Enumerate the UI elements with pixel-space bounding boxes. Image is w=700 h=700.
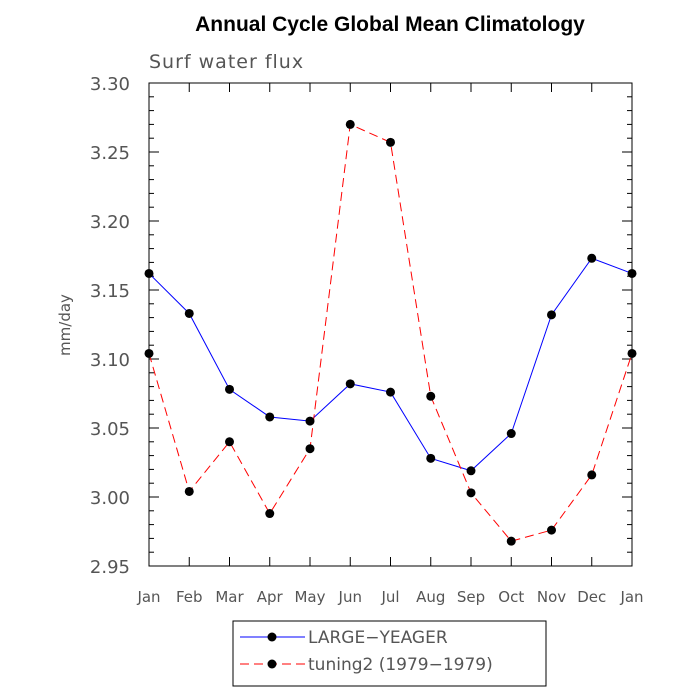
- series-line-2: [148, 123, 633, 542]
- series-2-point: [265, 509, 275, 519]
- plot-area: [148, 82, 633, 567]
- series-2-point: [184, 486, 194, 496]
- y-tick-label: 3.00: [90, 488, 130, 509]
- x-tick-label: May: [294, 588, 325, 606]
- y-tick-label: 3.15: [90, 281, 130, 302]
- x-tick-label: Jan: [619, 588, 643, 606]
- series-2-point: [627, 348, 637, 358]
- series-1-point: [426, 453, 436, 463]
- y-tick-label: 3.25: [90, 143, 130, 164]
- series-2-point: [547, 525, 556, 535]
- x-tick-label: Dec: [577, 588, 606, 606]
- y-tick-label: 2.95: [90, 557, 130, 578]
- legend: LARGE−YEAGER tuning2 (1979−1979): [232, 620, 547, 687]
- x-tick-label: Sep: [457, 588, 485, 606]
- series-2-point: [225, 437, 234, 447]
- legend-label-1: LARGE−YEAGER: [308, 628, 448, 648]
- x-tick-label: Nov: [537, 588, 566, 606]
- series-1-point: [627, 268, 637, 278]
- series-1-point: [225, 384, 234, 394]
- series-2-point: [345, 119, 355, 129]
- series-2-point: [305, 444, 315, 454]
- series-2-point: [506, 536, 516, 546]
- series-1-point: [386, 387, 395, 397]
- series-1-point: [305, 416, 315, 426]
- series-1-point: [587, 253, 597, 263]
- y-tick-label: 3.30: [90, 74, 130, 95]
- series-2-point: [466, 488, 476, 498]
- x-tick-label: Oct: [498, 588, 524, 606]
- chart-subtitle: Surf water flux: [149, 51, 304, 73]
- x-tick-label: Jul: [380, 588, 399, 606]
- y-tick-label: 3.20: [90, 212, 130, 233]
- y-tick-label: 3.05: [90, 419, 130, 440]
- series-1-point: [506, 429, 516, 439]
- chart-title: Annual Cycle Global Mean Climatology: [195, 13, 585, 36]
- series-2-point: [426, 391, 436, 401]
- series-line-1: [148, 257, 633, 472]
- legend-label-2: tuning2 (1979−1979): [308, 655, 493, 675]
- legend-box: [232, 620, 547, 687]
- series-1-point: [184, 308, 194, 318]
- x-tick-label: Mar: [215, 588, 244, 606]
- series-2-point: [386, 137, 395, 147]
- series-2-point: [144, 348, 154, 358]
- series-1-point: [144, 268, 154, 278]
- y-axis-label: mm/day: [56, 294, 74, 356]
- x-tick-label: Jun: [338, 588, 362, 606]
- series-1-point: [466, 466, 476, 476]
- series-1-point: [547, 310, 556, 320]
- y-tick-label: 3.10: [90, 350, 130, 371]
- x-tick-label: Feb: [176, 588, 203, 606]
- series-2-point: [587, 470, 597, 480]
- legend-marker-1: [267, 632, 277, 642]
- x-tick-label: Apr: [257, 588, 284, 606]
- x-tick-label: Aug: [416, 588, 445, 606]
- series-1-point: [345, 379, 355, 389]
- legend-marker-2: [267, 659, 277, 669]
- series-1-point: [265, 412, 275, 422]
- x-tick-label: Jan: [136, 588, 160, 606]
